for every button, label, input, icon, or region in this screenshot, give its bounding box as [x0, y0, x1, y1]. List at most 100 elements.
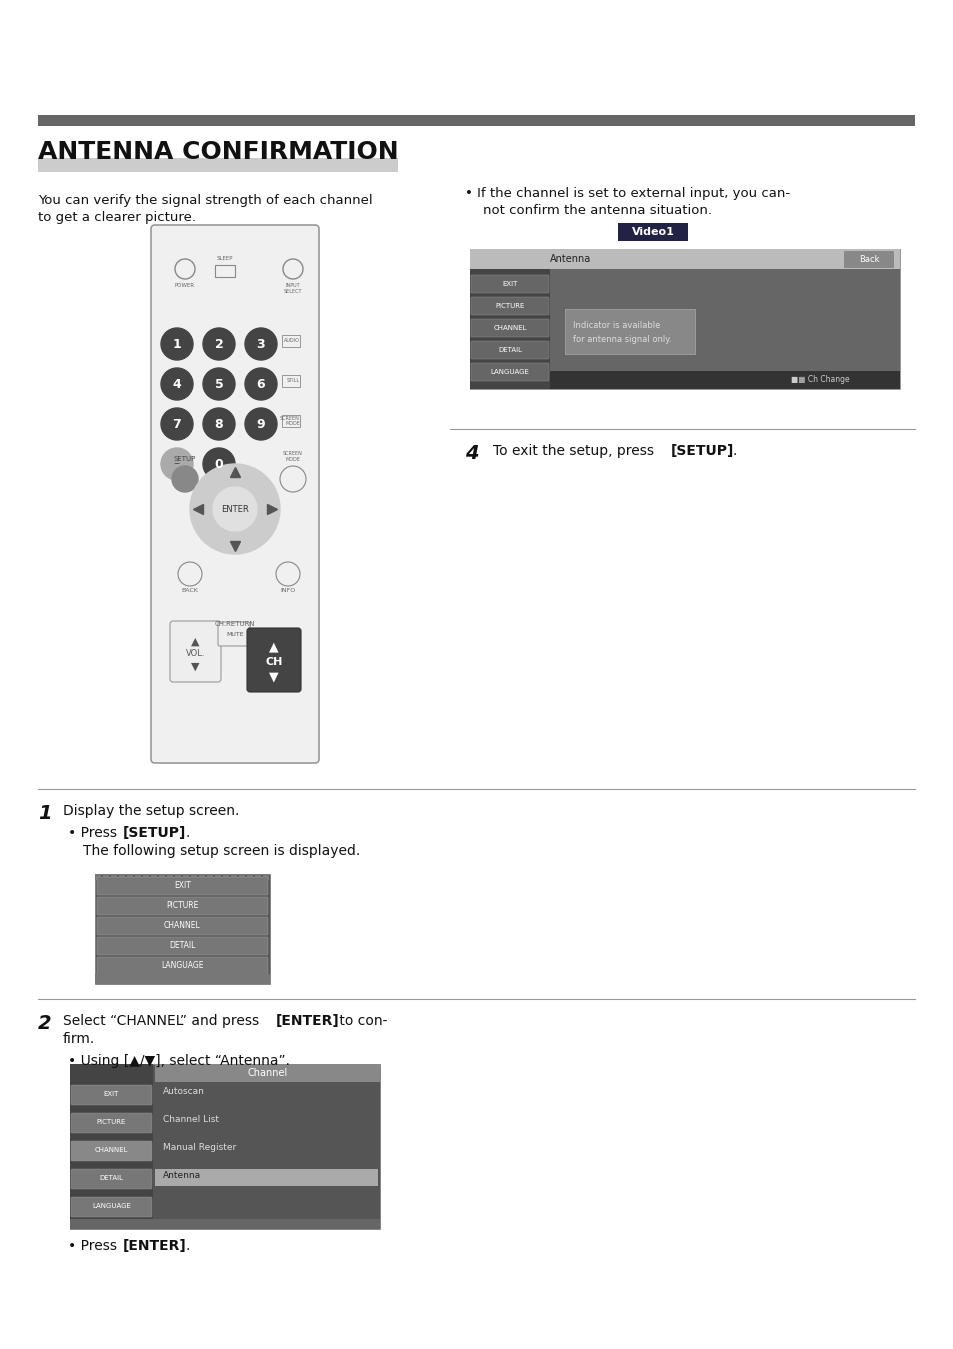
Circle shape	[161, 328, 193, 360]
Bar	[119, 874, 125, 880]
Bar	[95, 874, 270, 983]
Text: SETUP: SETUP	[173, 456, 196, 461]
Bar	[470, 250, 899, 389]
Text: VOL.: VOL.	[186, 649, 205, 658]
Text: .: .	[732, 444, 737, 459]
FancyBboxPatch shape	[97, 917, 268, 935]
Text: PICTURE: PICTURE	[166, 901, 198, 911]
Circle shape	[280, 465, 306, 492]
Circle shape	[161, 448, 193, 480]
Text: PICTURE: PICTURE	[96, 1120, 126, 1125]
Text: Manual Register: Manual Register	[163, 1144, 236, 1152]
Bar	[127, 874, 132, 880]
Bar	[470, 250, 899, 268]
Bar	[191, 874, 196, 880]
FancyBboxPatch shape	[843, 251, 893, 268]
Text: ■▦ Ch Change: ■▦ Ch Change	[790, 375, 848, 384]
Text: Back: Back	[858, 255, 879, 264]
Bar	[564, 309, 695, 353]
FancyBboxPatch shape	[471, 297, 548, 316]
Text: LANGUAGE: LANGUAGE	[490, 370, 529, 375]
FancyBboxPatch shape	[71, 1170, 152, 1188]
Circle shape	[178, 563, 202, 585]
FancyBboxPatch shape	[97, 956, 268, 975]
Text: ▲: ▲	[269, 641, 278, 653]
Text: 1: 1	[172, 337, 181, 351]
Text: ▼: ▼	[191, 662, 199, 672]
Text: 8: 8	[214, 417, 223, 430]
Bar	[470, 268, 550, 389]
Text: 0: 0	[214, 457, 223, 471]
Text: MUTE: MUTE	[226, 631, 244, 637]
Bar	[103, 874, 109, 880]
Text: EXIT: EXIT	[104, 1091, 119, 1097]
Circle shape	[245, 368, 276, 401]
Bar	[70, 1064, 379, 1229]
Text: You can verify the signal strength of each channel: You can verify the signal strength of ea…	[38, 194, 373, 206]
Bar	[167, 874, 172, 880]
Text: 1: 1	[38, 804, 51, 823]
Bar	[38, 158, 397, 173]
Text: SCREEN
MODE: SCREEN MODE	[283, 451, 303, 461]
Text: ANTENNA CONFIRMATION: ANTENNA CONFIRMATION	[38, 140, 398, 165]
Text: for antenna signal only.: for antenna signal only.	[573, 335, 671, 344]
Circle shape	[172, 465, 198, 492]
Circle shape	[245, 407, 276, 440]
Circle shape	[161, 368, 193, 401]
Bar	[618, 223, 687, 241]
Text: Antenna: Antenna	[163, 1171, 201, 1180]
Text: ▲: ▲	[191, 637, 199, 648]
Bar	[207, 874, 213, 880]
Bar	[223, 874, 229, 880]
Text: LANGUAGE: LANGUAGE	[92, 1203, 131, 1209]
Text: EXIT: EXIT	[502, 281, 517, 287]
Text: ▼: ▼	[269, 670, 278, 684]
Circle shape	[203, 328, 234, 360]
Text: –: –	[173, 457, 180, 471]
Text: DETAIL: DETAIL	[169, 942, 195, 951]
Text: 7: 7	[172, 417, 181, 430]
Circle shape	[203, 448, 234, 480]
Text: • Using [▲/▼], select “Antenna”.: • Using [▲/▼], select “Antenna”.	[68, 1054, 290, 1068]
Bar	[282, 375, 299, 387]
FancyBboxPatch shape	[471, 341, 548, 359]
Text: to get a clearer picture.: to get a clearer picture.	[38, 210, 195, 224]
Circle shape	[190, 464, 280, 554]
Bar	[159, 874, 165, 880]
Text: .: .	[186, 826, 191, 840]
Text: 4: 4	[172, 378, 181, 390]
Text: Display the setup screen.: Display the setup screen.	[63, 804, 239, 817]
Text: CHANNEL: CHANNEL	[164, 921, 201, 931]
Text: INPUT
SELECT: INPUT SELECT	[283, 283, 302, 294]
Text: POWER: POWER	[174, 283, 194, 287]
FancyBboxPatch shape	[471, 363, 548, 380]
FancyBboxPatch shape	[247, 629, 301, 692]
Text: .: .	[186, 1238, 191, 1253]
Bar	[247, 874, 253, 880]
Text: CH: CH	[265, 657, 282, 666]
Bar	[254, 874, 261, 880]
FancyBboxPatch shape	[71, 1197, 152, 1217]
Bar	[143, 874, 149, 880]
Bar	[95, 874, 101, 880]
Bar	[38, 115, 914, 125]
FancyBboxPatch shape	[97, 897, 268, 915]
Bar	[282, 415, 299, 428]
Text: CH.RETURN: CH.RETURN	[214, 621, 255, 627]
Text: DETAIL: DETAIL	[497, 347, 521, 353]
Bar	[70, 1064, 152, 1229]
Text: not confirm the antenna situation.: not confirm the antenna situation.	[482, 204, 711, 217]
FancyBboxPatch shape	[97, 877, 268, 894]
Text: firm.: firm.	[63, 1032, 95, 1045]
Circle shape	[275, 563, 299, 585]
Text: Select “CHANNEL” and press: Select “CHANNEL” and press	[63, 1014, 263, 1028]
FancyBboxPatch shape	[471, 275, 548, 293]
Bar	[70, 1219, 379, 1229]
Text: EXIT: EXIT	[173, 881, 191, 890]
Text: 9: 9	[256, 417, 265, 430]
Circle shape	[203, 368, 234, 401]
Text: Channel: Channel	[247, 1068, 287, 1078]
FancyBboxPatch shape	[71, 1141, 152, 1161]
FancyBboxPatch shape	[471, 318, 548, 337]
Text: PICTURE: PICTURE	[495, 304, 524, 309]
